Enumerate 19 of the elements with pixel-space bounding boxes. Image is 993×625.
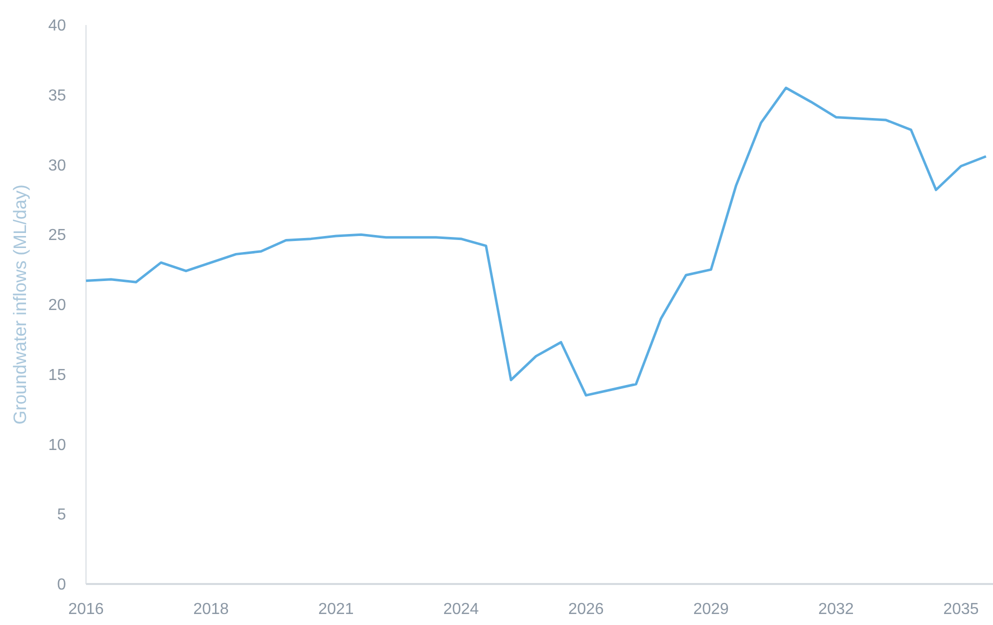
line-series bbox=[84, 86, 988, 397]
y-tick-label: 35 bbox=[48, 87, 66, 104]
x-tick-label: 2029 bbox=[693, 601, 729, 618]
y-tick-label: 30 bbox=[48, 157, 66, 174]
y-tick-label: 15 bbox=[48, 366, 66, 384]
x-tick-label: 2021 bbox=[318, 601, 354, 618]
y-axis-title: Groundwater inflows (ML/day) bbox=[10, 184, 30, 425]
x-tick-label: 2018 bbox=[193, 601, 229, 618]
y-tick-label: 40 bbox=[48, 18, 66, 35]
y-tick-label: 20 bbox=[48, 297, 66, 314]
y-tick-label: 10 bbox=[48, 436, 66, 454]
x-tick-label: 2016 bbox=[68, 601, 104, 618]
x-tick-label: 2032 bbox=[818, 601, 854, 618]
y-tick-label: 0 bbox=[57, 576, 66, 594]
x-tick-label: 2024 bbox=[443, 601, 479, 618]
x-tick-label: 2026 bbox=[568, 601, 604, 618]
y-tick-label: 5 bbox=[57, 506, 66, 524]
y-tick-label: 25 bbox=[48, 227, 66, 244]
x-tick-label: 2035 bbox=[943, 601, 979, 618]
